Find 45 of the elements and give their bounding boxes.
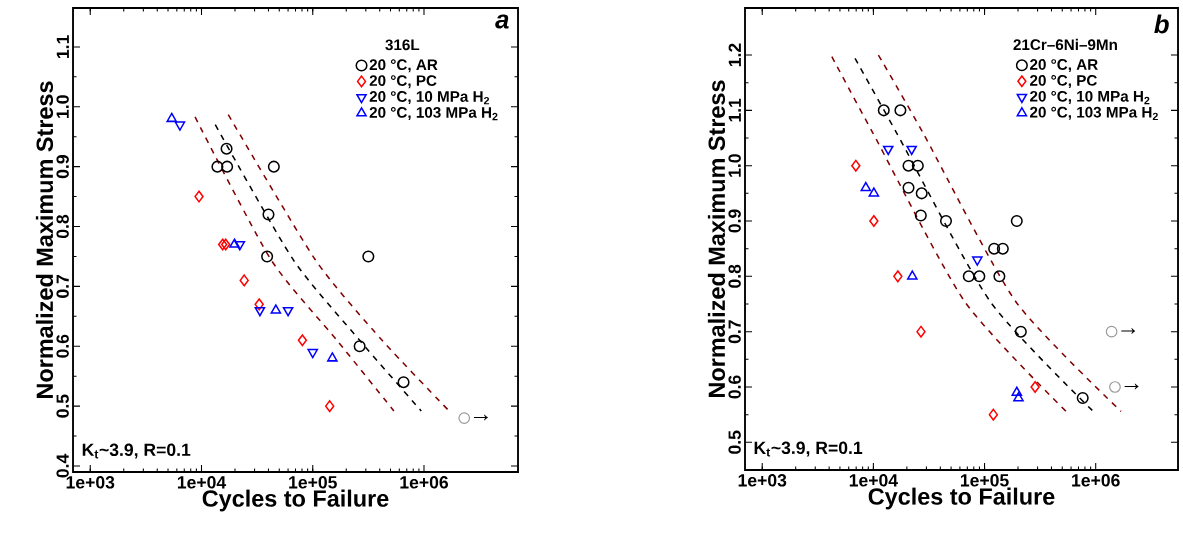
annotation: b <box>1154 14 1169 34</box>
y-tick-label: 1.1 <box>728 98 741 122</box>
x-tick-label: 1e+06 <box>1072 474 1120 487</box>
y-tick-label: 0.5 <box>728 430 741 454</box>
y-axis-title: Normalized Maximum Stress <box>707 80 726 397</box>
x-tick-label: 1e+04 <box>849 474 898 487</box>
x-tick-label: 1e+05 <box>960 474 1009 487</box>
y-tick-label: 0.4 <box>56 453 69 478</box>
y-tick-label: 0.8 <box>56 214 69 239</box>
annotation: → <box>1124 383 1139 390</box>
annotation: → <box>1121 328 1136 334</box>
x-axis-title: Cycles to Failure <box>868 487 1055 510</box>
legend-label: 20 °C, AR <box>369 59 438 73</box>
x-axis-title: Cycles to Failure <box>202 489 389 512</box>
y-tick-label: 0.9 <box>728 209 741 233</box>
legend-label: 20 °C, 10 MPa H$_{2}$ <box>369 91 490 105</box>
y-tick-label: 1.0 <box>728 154 741 177</box>
y-tick-label: 0.7 <box>728 320 741 344</box>
annotation: a <box>495 14 509 29</box>
y-tick-label: 0.6 <box>728 375 741 399</box>
y-tick-label: 0.9 <box>56 155 69 179</box>
legend-label: 20 °C, 103 MPa H$_{2}$ <box>1030 106 1158 121</box>
y-axis-title: Normalized Maximum Stress <box>35 81 54 398</box>
legend-label: 20 °C, 10 MPa H$_{2}$ <box>1030 90 1150 105</box>
x-tick-label: 1e+05 <box>289 476 337 489</box>
legend-title: 21Cr–6Ni–9Mn <box>1013 38 1117 51</box>
annotation: K$_{t}$~3.9, R=0.1 <box>754 441 863 457</box>
x-tick-label: 1e+04 <box>177 476 227 489</box>
legend-label: 20 °C, PC <box>1030 75 1097 89</box>
y-tick-label: 0.5 <box>56 394 69 418</box>
x-tick-label: 1e+03 <box>738 474 787 487</box>
y-tick-label: 1.1 <box>56 35 69 59</box>
legend-label: 20 °C, 103 MPa H$_{2}$ <box>369 107 498 121</box>
y-tick-label: 0.7 <box>56 274 69 298</box>
y-tick-label: 0.8 <box>728 264 741 288</box>
legend-title: 316L <box>385 39 420 51</box>
y-tick-label: 0.6 <box>56 334 69 358</box>
y-tick-label: 1.2 <box>728 43 741 67</box>
legend-label: 20 °C, PC <box>369 75 437 89</box>
x-tick-label: 1e+06 <box>400 476 449 489</box>
annotation: K$_{t}$~3.9, R=0.1 <box>82 443 191 459</box>
y-tick-label: 1.0 <box>56 95 69 118</box>
x-tick-label: 1e+03 <box>66 476 115 489</box>
annotation: → <box>473 414 488 421</box>
legend-label: 20 °C, AR <box>1030 59 1098 73</box>
